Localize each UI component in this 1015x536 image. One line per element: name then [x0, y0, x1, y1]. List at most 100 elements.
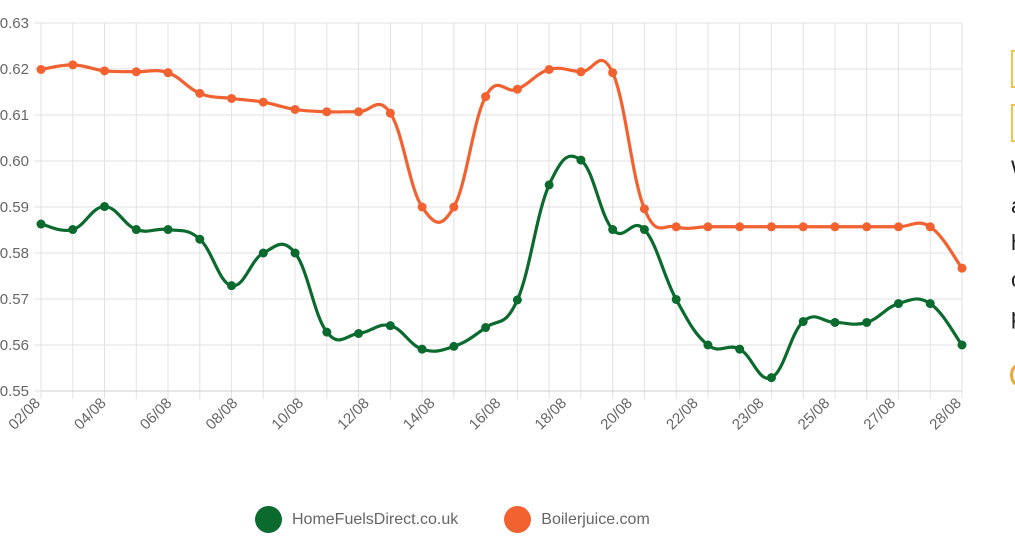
legend-item-boilerjuice[interactable]: Boilerjuice.com: [504, 506, 650, 533]
data-point-homefuelsdirect[interactable]: [195, 234, 205, 244]
y-tick-label: 0.56: [0, 337, 29, 354]
data-point-homefuelsdirect[interactable]: [639, 225, 649, 235]
data-point-boilerjuice[interactable]: [195, 88, 205, 98]
data-point-homefuelsdirect[interactable]: [417, 344, 427, 354]
data-point-boilerjuice[interactable]: [576, 67, 586, 77]
data-point-homefuelsdirect[interactable]: [925, 299, 935, 309]
y-tick-label: 0.62: [0, 61, 29, 78]
x-tick-label: 23/08: [729, 395, 768, 434]
data-point-homefuelsdirect[interactable]: [36, 219, 46, 229]
data-point-boilerjuice[interactable]: [512, 84, 522, 94]
legend-label-boilerjuice: Boilerjuice.com: [541, 510, 650, 528]
data-point-homefuelsdirect[interactable]: [766, 373, 776, 383]
data-point-homefuelsdirect[interactable]: [608, 225, 618, 235]
chart-grid: [35, 22, 963, 399]
x-tick-label: 20/08: [597, 395, 636, 434]
y-tick-label: 0.61: [0, 107, 29, 124]
x-axis-ticks: 02/08 04/08 06/08 08/08 10/08 12/08 14/08 16/08…: [5, 395, 965, 434]
y-tick-label: 0.59: [0, 199, 29, 216]
data-point-homefuelsdirect[interactable]: [449, 341, 459, 351]
x-tick-label: 02/08: [5, 395, 44, 434]
x-tick-label: 16/08: [466, 395, 505, 434]
data-point-boilerjuice[interactable]: [68, 60, 78, 70]
data-point-homefuelsdirect[interactable]: [671, 294, 681, 304]
data-point-boilerjuice[interactable]: [258, 97, 268, 107]
y-tick-label: 0.60: [0, 153, 29, 170]
x-tick-label: 12/08: [334, 395, 373, 434]
data-point-boilerjuice[interactable]: [385, 108, 395, 118]
data-point-homefuelsdirect[interactable]: [798, 317, 808, 327]
data-point-boilerjuice[interactable]: [100, 66, 110, 76]
data-point-homefuelsdirect[interactable]: [385, 321, 395, 331]
data-point-boilerjuice[interactable]: [671, 222, 681, 232]
data-point-boilerjuice[interactable]: [735, 222, 745, 232]
data-point-boilerjuice[interactable]: [354, 107, 364, 117]
data-point-homefuelsdirect[interactable]: [576, 155, 586, 165]
data-point-homefuelsdirect[interactable]: [481, 323, 491, 333]
y-tick-label: 0.55: [0, 383, 29, 400]
side-text-2: a: [1011, 195, 1015, 217]
x-tick-label: 10/08: [268, 395, 307, 434]
data-point-boilerjuice[interactable]: [639, 204, 649, 214]
data-point-boilerjuice[interactable]: [417, 202, 427, 212]
data-point-homefuelsdirect[interactable]: [290, 248, 300, 258]
data-point-boilerjuice[interactable]: [131, 67, 141, 77]
data-point-boilerjuice[interactable]: [36, 64, 46, 74]
data-point-boilerjuice[interactable]: [703, 222, 713, 232]
data-point-homefuelsdirect[interactable]: [163, 225, 173, 235]
data-point-boilerjuice[interactable]: [957, 263, 967, 273]
legend-item-homefuelsdirect[interactable]: HomeFuelsDirect.co.uk: [255, 506, 458, 533]
data-point-homefuelsdirect[interactable]: [735, 344, 745, 354]
side-box-1: [1011, 50, 1015, 88]
data-point-boilerjuice[interactable]: [322, 107, 332, 117]
data-point-homefuelsdirect[interactable]: [354, 329, 364, 338]
x-tick-label: 04/08: [71, 395, 110, 434]
data-point-boilerjuice[interactable]: [163, 68, 173, 78]
y-tick-label: 0.58: [0, 245, 29, 262]
data-point-homefuelsdirect[interactable]: [862, 317, 872, 327]
chart-legend: HomeFuelsDirect.co.uk Boilerjuice.com: [255, 506, 650, 533]
x-tick-label: 18/08: [532, 395, 571, 434]
y-axis-ticks: 0.55 0.56 0.57 0.58 0.59 0.60 0.61 0.62 0.63: [0, 15, 29, 400]
data-point-homefuelsdirect[interactable]: [830, 317, 840, 327]
data-point-homefuelsdirect[interactable]: [544, 180, 554, 190]
data-point-homefuelsdirect[interactable]: [68, 225, 78, 235]
data-point-boilerjuice[interactable]: [798, 222, 808, 232]
data-point-homefuelsdirect[interactable]: [512, 295, 522, 305]
price-line-chart: 0.55 0.56 0.57 0.58 0.59 0.60 0.61 0.62 0.63 02/…: [0, 15, 967, 434]
data-point-homefuelsdirect[interactable]: [258, 248, 268, 258]
data-point-boilerjuice[interactable]: [830, 222, 840, 232]
legend-label-homefuelsdirect: HomeFuelsDirect.co.uk: [292, 510, 459, 528]
chart-series: [36, 58, 967, 383]
data-point-homefuelsdirect[interactable]: [957, 340, 967, 350]
side-text-4: c: [1011, 269, 1015, 291]
data-point-homefuelsdirect[interactable]: [322, 327, 332, 337]
data-point-homefuelsdirect[interactable]: [703, 340, 713, 350]
data-point-homefuelsdirect[interactable]: [131, 225, 141, 235]
legend-swatch-boilerjuice: [504, 506, 532, 533]
data-point-boilerjuice[interactable]: [766, 222, 776, 232]
side-text-5: p: [1011, 306, 1015, 328]
legend-swatch-homefuelsdirect: [255, 506, 282, 533]
x-tick-label: 27/08: [860, 395, 899, 434]
data-point-boilerjuice[interactable]: [893, 222, 903, 232]
side-text-3: h: [1011, 232, 1015, 254]
data-point-boilerjuice[interactable]: [608, 68, 618, 78]
data-point-boilerjuice[interactable]: [449, 202, 459, 212]
x-tick-label: 25/08: [795, 395, 834, 434]
x-tick-label: 22/08: [663, 395, 702, 434]
data-point-boilerjuice[interactable]: [544, 64, 554, 74]
data-point-boilerjuice[interactable]: [481, 92, 491, 102]
data-point-boilerjuice[interactable]: [862, 222, 872, 232]
y-tick-label: 0.63: [0, 15, 29, 32]
data-point-boilerjuice[interactable]: [925, 222, 935, 232]
data-point-boilerjuice[interactable]: [227, 93, 237, 103]
data-point-homefuelsdirect[interactable]: [227, 281, 237, 291]
y-tick-label: 0.57: [0, 291, 29, 308]
side-text-1: W: [1011, 158, 1015, 180]
series-line-boilerjuice: [40, 58, 964, 270]
data-point-homefuelsdirect[interactable]: [100, 202, 110, 212]
x-tick-label: 08/08: [203, 395, 242, 434]
data-point-homefuelsdirect[interactable]: [893, 299, 903, 309]
data-point-boilerjuice[interactable]: [290, 104, 300, 114]
